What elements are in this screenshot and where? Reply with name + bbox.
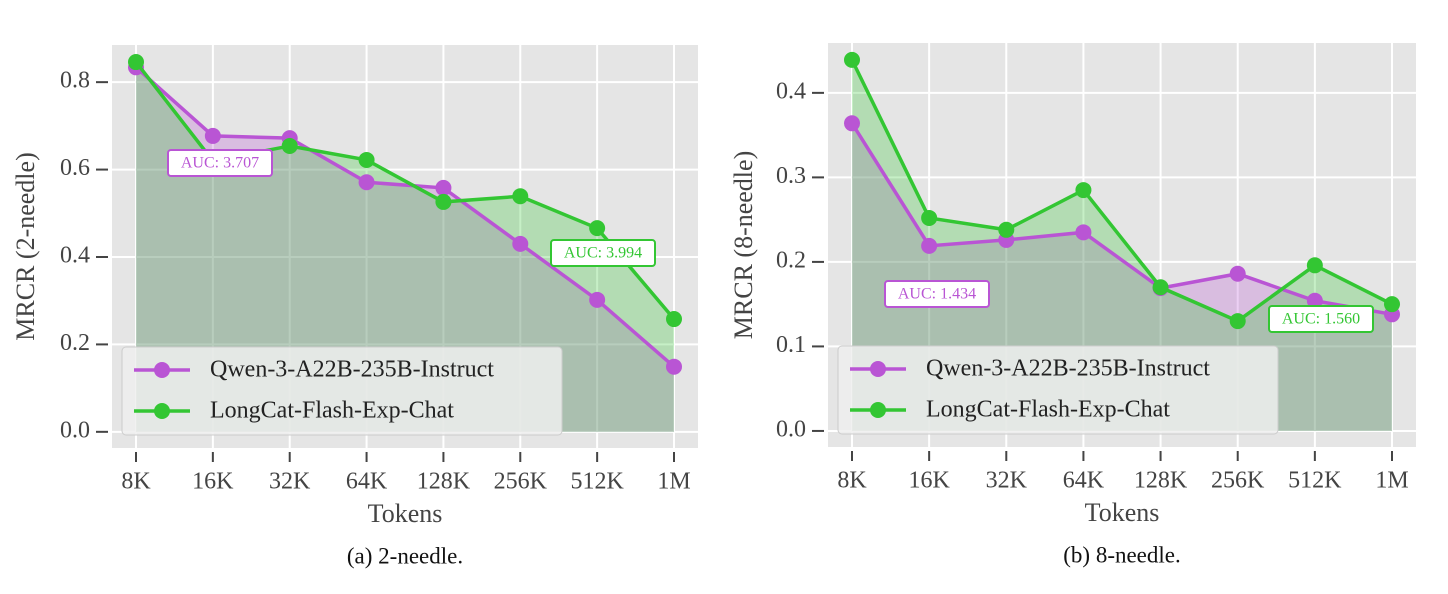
y-tick-label: 0.2: [60, 330, 90, 356]
marker: [281, 137, 298, 154]
marker: [512, 188, 529, 205]
annotation: AUC: 1.560: [1282, 311, 1360, 328]
y-tick-label: 0.0: [776, 416, 806, 442]
marker: [844, 115, 860, 132]
annotation: AUC: 3.994: [564, 245, 642, 262]
marker: [844, 51, 860, 68]
marker: [1075, 224, 1092, 241]
marker: [435, 193, 452, 210]
legend-marker: [154, 362, 170, 378]
marker: [589, 291, 606, 308]
annotation-box: [550, 239, 656, 267]
x-tick-label: 64K: [1063, 468, 1105, 494]
x-tick-label: 16K: [908, 468, 950, 494]
caption: (a) 2-needle.: [347, 543, 463, 568]
marker: [358, 151, 375, 168]
y-tick-label: 0.1: [776, 332, 806, 358]
marker: [666, 311, 682, 328]
marker: [1306, 257, 1323, 274]
caption: (b) 8-needle.: [1063, 542, 1181, 567]
x-tick-label: 16K: [192, 469, 234, 495]
x-tick-label: 128K: [1134, 468, 1188, 494]
x-tick-label: 1M: [657, 469, 690, 495]
y-tick-label: 0.4: [60, 242, 90, 268]
x-axis-label: Tokens: [1085, 498, 1160, 527]
legend-marker: [154, 403, 170, 419]
y-tick-label: 0.0: [60, 417, 90, 443]
x-tick-label: 32K: [269, 469, 311, 495]
y-axis-label: MRCR (2-needle): [11, 152, 40, 340]
legend-marker: [870, 402, 886, 418]
x-tick-label: 512K: [570, 469, 624, 495]
marker: [204, 127, 221, 144]
marker: [512, 235, 529, 252]
annotation-box: [167, 149, 273, 177]
marker: [589, 220, 606, 237]
x-tick-label: 128K: [417, 469, 471, 495]
area: [852, 59, 1392, 431]
marker: [1306, 292, 1323, 309]
marker: [435, 179, 452, 196]
x-tick-label: 8K: [837, 468, 867, 494]
series-line: [850, 122, 1393, 317]
legend-label: LongCat-Flash-Exp-Chat: [926, 397, 1170, 423]
x-tick-label: 8K: [121, 469, 151, 495]
legend-box: [121, 346, 563, 436]
x-tick-label: 256K: [1211, 468, 1265, 494]
marker: [1075, 182, 1092, 199]
marker: [1384, 296, 1400, 313]
marker: [128, 54, 144, 71]
x-tick-label: 64K: [346, 469, 388, 495]
y-tick-label: 0.4: [776, 78, 806, 104]
legend-label: Qwen-3-A22B-235B-Instruct: [210, 357, 494, 383]
annotation-box: [1268, 305, 1374, 333]
x-tick-label: 1M: [1375, 468, 1408, 494]
marker: [921, 237, 938, 254]
annotation: AUC: 1.434: [898, 286, 976, 303]
marker: [998, 221, 1015, 238]
marker: [921, 209, 938, 226]
x-tick-label: 256K: [494, 469, 548, 495]
series-line: [134, 65, 676, 369]
y-tick-label: 0.6: [60, 155, 90, 181]
x-tick-label: 32K: [986, 468, 1028, 494]
series-line: [850, 59, 1393, 324]
y-tick-label: 0.8: [60, 68, 90, 94]
marker: [1152, 279, 1169, 296]
legend-marker: [870, 361, 886, 377]
marker: [1229, 265, 1246, 282]
legend-label: LongCat-Flash-Exp-Chat: [210, 398, 454, 424]
x-axis-label: Tokens: [368, 499, 443, 528]
y-tick-label: 0.2: [776, 247, 806, 273]
legend-label: Qwen-3-A22B-235B-Instruct: [926, 356, 1210, 382]
marker: [1229, 313, 1246, 330]
marker: [358, 174, 375, 191]
marker: [666, 358, 682, 375]
annotation-box: [884, 280, 990, 308]
x-tick-label: 512K: [1288, 468, 1342, 494]
legend-box: [837, 345, 1279, 435]
y-axis-label: MRCR (8-needle): [729, 151, 758, 339]
annotation: AUC: 3.707: [181, 155, 259, 172]
y-tick-label: 0.3: [776, 163, 806, 189]
